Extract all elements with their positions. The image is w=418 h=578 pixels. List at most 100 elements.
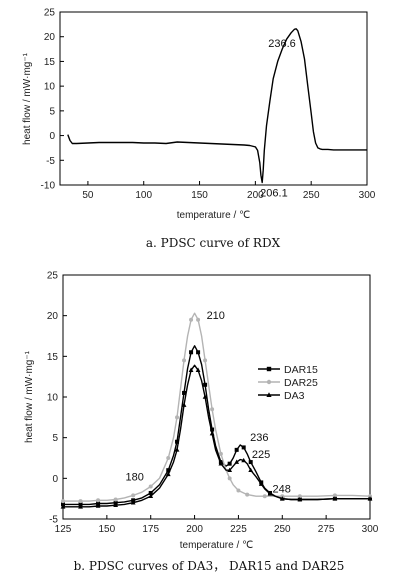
legend-label-dar25: DAR25 — [284, 377, 318, 389]
data-point-dar25 — [166, 456, 171, 460]
data-point-da3 — [95, 503, 101, 508]
y-tick-label: 15 — [47, 352, 59, 363]
data-point-dar25 — [175, 415, 180, 420]
y-tick-label: 5 — [52, 433, 58, 444]
x-tick-label: 150 — [191, 190, 208, 201]
data-point-da3 — [258, 481, 264, 486]
data-point-dar15 — [175, 439, 180, 444]
annotations-b: 210 180 225 236 248 — [125, 310, 290, 495]
y-tick-label: 10 — [47, 393, 59, 404]
data-point-dar15 — [210, 427, 215, 432]
series-line-dar25 — [63, 312, 371, 502]
data-point-da3 — [332, 496, 338, 501]
series-line-dar15 — [63, 345, 370, 506]
data-point-dar25 — [61, 499, 65, 504]
data-point-da3 — [130, 500, 136, 505]
annotation-label: 236 — [250, 432, 268, 444]
x-tick-label: 300 — [359, 190, 376, 201]
data-point-da3 — [202, 394, 208, 399]
plot-frame-a — [59, 11, 368, 186]
x-tick-label: 200 — [247, 190, 264, 201]
data-point-dar25 — [210, 407, 215, 412]
x-tick-label: 250 — [303, 190, 320, 201]
data-point-da3 — [248, 467, 254, 472]
x-tick-label: 125 — [55, 524, 72, 535]
x-axis-label-b: temperature / ℃ — [180, 540, 253, 551]
data-point-dar15 — [182, 390, 187, 395]
data-point-da3 — [209, 431, 215, 436]
y-tick-label: 10 — [44, 82, 56, 93]
data-point-dar15 — [196, 350, 201, 355]
x-tick-label: 50 — [82, 190, 94, 201]
data-point-da3 — [78, 504, 83, 509]
data-point-dar25 — [297, 494, 302, 499]
data-point-da3 — [195, 367, 201, 372]
data-point-dar15 — [241, 445, 246, 450]
y-tick-label: 5 — [49, 106, 55, 117]
x-tick-label: 275 — [318, 524, 335, 535]
data-point-da3 — [279, 496, 285, 501]
data-point-dar25 — [78, 499, 83, 504]
data-point-dar25 — [113, 497, 118, 502]
y-tick-label: 20 — [47, 311, 59, 322]
data-point-da3 — [165, 471, 171, 477]
data-point-dar25 — [189, 317, 194, 322]
x-tick-label: 300 — [362, 524, 379, 535]
series-group-b — [60, 312, 373, 509]
series-line — [67, 28, 367, 184]
y-tick-label: 20 — [44, 32, 56, 43]
data-point-dar15 — [189, 350, 194, 355]
data-point-dar25 — [262, 494, 267, 499]
data-point-dar25 — [148, 484, 153, 489]
panel-b-blends: 125 150 175 200 225 250 275 300 -5 0 5 10 15 20 25 210… — [24, 271, 379, 574]
data-point-da3 — [297, 496, 303, 502]
x-axis-label-a: temperature / ℃ — [177, 210, 250, 221]
data-point-da3 — [113, 502, 119, 507]
legend-marker-dar25 — [266, 379, 272, 385]
legend-marker-da3 — [266, 392, 272, 397]
panel-a-rdx: 50 100 150 200 250 300 -10 -5 0 5 10 15 20 25 236.6 20… — [22, 8, 376, 251]
data-point-dar15 — [166, 468, 171, 473]
y-axis-label-a: heat flow / mW·mg⁻¹ — [22, 52, 33, 145]
y-tick-label: 15 — [44, 57, 56, 68]
data-point-da3 — [267, 491, 273, 496]
data-point-dar25 — [236, 488, 241, 493]
annotations-a: 236.6 206.1 — [260, 38, 296, 200]
legend-label-da3: DA3 — [284, 390, 305, 402]
data-point-dar15 — [203, 382, 208, 387]
caption-b: b. PDSC curves of DA3， DAR15 and DAR25 — [74, 559, 345, 573]
y-tick-label: 0 — [52, 474, 58, 485]
data-point-dar15 — [148, 490, 153, 495]
data-point-da3 — [241, 457, 247, 463]
data-point-da3 — [227, 467, 233, 472]
data-point-da3 — [218, 461, 224, 466]
annotation-label: 236.6 — [268, 38, 296, 50]
data-point-dar25 — [182, 358, 187, 363]
caption-a: a. PDSC curve of RDX — [146, 236, 281, 250]
annotation-label: 248 — [272, 484, 290, 496]
annotation-label: 225 — [252, 449, 270, 461]
data-point-da3 — [174, 447, 180, 452]
y-axis-label-b: heat flow / mW·mg⁻¹ — [24, 350, 35, 443]
y-tick-label: -5 — [49, 515, 58, 526]
data-point-da3 — [234, 459, 240, 464]
data-point-dar25 — [227, 476, 232, 481]
data-point-dar25 — [203, 358, 208, 363]
data-point-dar25 — [245, 492, 250, 497]
legend-marker-dar15 — [266, 366, 272, 372]
data-point-dar15 — [234, 447, 239, 452]
axis-ticks-a: 50 100 150 200 250 300 -10 -5 0 5 10 15 20 25 — [41, 8, 376, 202]
data-point-dar25 — [218, 451, 223, 456]
x-tick-label: 175 — [142, 524, 159, 535]
y-tick-label: 25 — [44, 8, 56, 19]
data-point-dar25 — [196, 317, 201, 322]
annotation-label: 210 — [207, 310, 225, 322]
legend-label-dar15: DAR15 — [284, 364, 318, 376]
data-point-dar25 — [96, 498, 101, 503]
y-tick-label: 0 — [49, 131, 55, 142]
data-point-da3 — [367, 496, 373, 501]
annotation-label: 180 — [125, 471, 143, 483]
series-group-a — [67, 28, 367, 184]
